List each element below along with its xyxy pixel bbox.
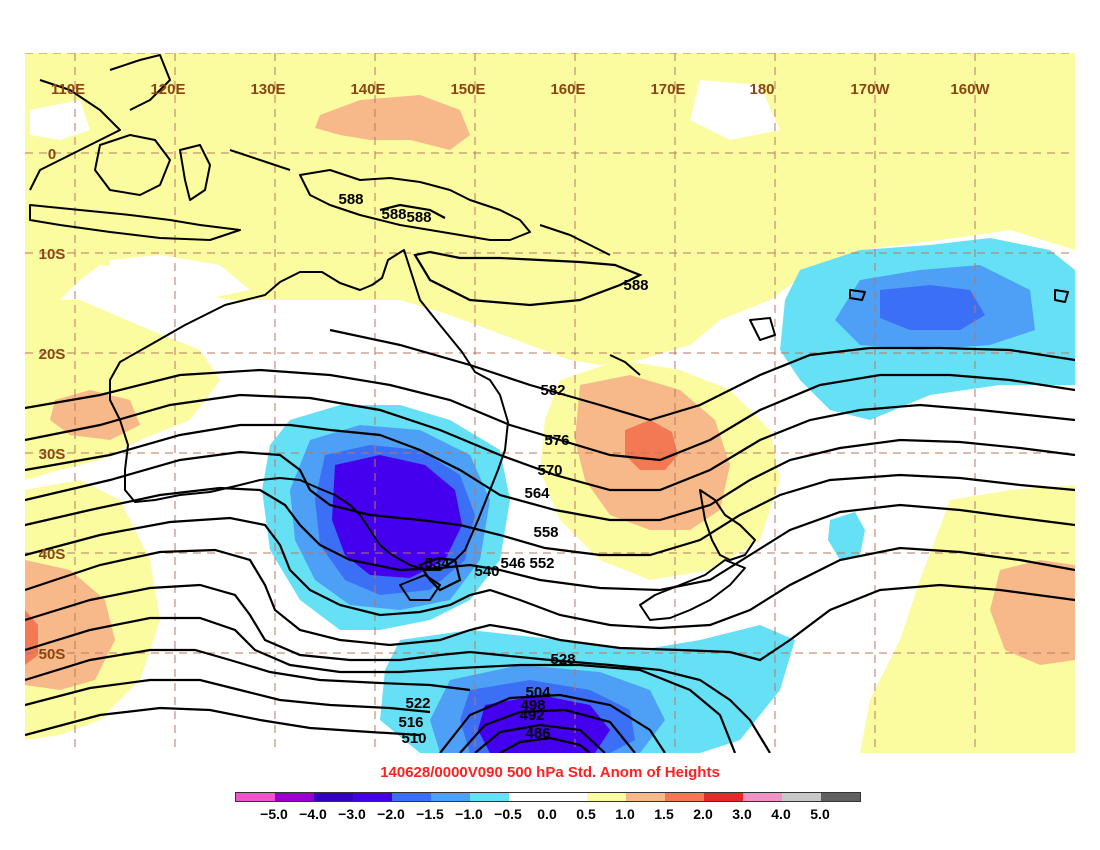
colorbar-label: 2.0 xyxy=(693,806,713,822)
contour-552 xyxy=(25,486,1075,592)
colorbar-label: 4.0 xyxy=(771,806,791,822)
contour-label: 570 xyxy=(537,462,562,479)
contour-522 xyxy=(25,648,471,692)
contour-510 xyxy=(25,706,421,737)
lon-label: 180 xyxy=(749,81,774,98)
contour-label: 582 xyxy=(540,382,565,399)
contour-label: 576 xyxy=(544,432,569,449)
contour-516 xyxy=(25,678,431,714)
colorbar-swatch xyxy=(743,793,782,801)
colorbar-swatch xyxy=(587,793,626,801)
contour-label: 498 xyxy=(520,697,545,714)
colorbar xyxy=(235,792,861,802)
contour-label: 588 xyxy=(381,206,406,223)
contour-label: 552 xyxy=(529,555,554,572)
lon-label: 170E xyxy=(650,81,685,98)
map-title: 140628/0000V090 500 hPa Std. Anom of Hei… xyxy=(380,764,720,781)
contour-label: 588 xyxy=(406,209,431,226)
lat-label: 30S xyxy=(39,446,66,463)
lon-label: 160W xyxy=(950,81,990,98)
contour-label: 564 xyxy=(524,485,550,502)
contour-label: 588 xyxy=(623,277,648,294)
australia-coastline xyxy=(109,249,509,571)
strong-positive-anomaly-shading xyxy=(25,95,1075,690)
contour-label: 486 xyxy=(525,725,550,742)
colorbar-label: 1.0 xyxy=(615,806,635,822)
colorbar-swatch xyxy=(509,793,548,801)
contour-582 xyxy=(329,328,1075,422)
height-contours xyxy=(25,203,1075,753)
colorbar-swatch xyxy=(431,793,470,801)
contour-504 xyxy=(439,693,666,753)
lat-label: 40S xyxy=(39,546,66,563)
contour-486 xyxy=(499,736,591,753)
contour-label: 588 xyxy=(338,191,363,208)
contour-576 xyxy=(25,368,1075,462)
lat-label: 0 xyxy=(48,146,56,163)
contour-540 xyxy=(25,548,1075,662)
contour-564 xyxy=(25,423,1075,522)
colorbar-label: 0.5 xyxy=(576,806,596,822)
colorbar-swatch xyxy=(470,793,509,801)
colorbar-label: −0.5 xyxy=(494,806,522,822)
colorbar-swatch xyxy=(626,793,665,801)
colorbar-label: −2.0 xyxy=(377,806,405,822)
colorbar-label: −1.0 xyxy=(455,806,483,822)
contour-label: 504 xyxy=(525,684,551,701)
contour-492 xyxy=(474,723,606,753)
colorbar-swatch xyxy=(548,793,587,801)
contour-label: 546 xyxy=(500,555,525,572)
contour-588-a xyxy=(413,250,643,307)
contour-528 xyxy=(25,616,737,753)
lon-label: 130E xyxy=(250,81,285,98)
lon-label: 120E xyxy=(150,81,185,98)
colorbar-label: 3.0 xyxy=(732,806,752,822)
lon-label: 160E xyxy=(550,81,585,98)
lat-label: 20S xyxy=(39,346,66,363)
colorbar-label: −1.5 xyxy=(416,806,444,822)
colorbar-swatch xyxy=(821,793,860,801)
lon-label: 140E xyxy=(350,81,385,98)
contour-label: 510 xyxy=(401,730,426,747)
colorbar-swatch xyxy=(782,793,821,801)
colorbar-swatch xyxy=(275,793,314,801)
contour-588-b xyxy=(379,203,446,219)
contour-558 xyxy=(25,450,1075,557)
contour-498 xyxy=(459,708,636,753)
latitude-labels: 0 10S 20S 30S 40S 50S xyxy=(39,146,66,663)
lon-label: 110E xyxy=(51,81,85,98)
colorbar-label: −5.0 xyxy=(260,806,288,822)
contour-label: 522 xyxy=(405,695,430,712)
colorbar-swatch xyxy=(392,793,431,801)
colorbar-swatch xyxy=(353,793,392,801)
colorbar-swatch xyxy=(665,793,704,801)
contour-546 xyxy=(25,516,1075,630)
colorbar-label: 0.0 xyxy=(537,806,557,822)
contour-534-b xyxy=(25,583,771,753)
colorbar-label: −3.0 xyxy=(338,806,366,822)
contour-labels: 588 588 588 588 582 576 570 564 558 552 … xyxy=(338,191,648,747)
contour-570 xyxy=(25,393,1075,492)
colorbar-label: 1.5 xyxy=(654,806,674,822)
colorbar-labels: −5.0 −4.0 −3.0 −2.0 −1.5 −1.0 −0.5 0.0 0.5 1.0 1.5… xyxy=(235,806,867,826)
contour-label: 534 xyxy=(424,555,450,572)
contour-534 xyxy=(418,556,462,592)
contour-label: 492 xyxy=(519,707,544,724)
lat-label: 10S xyxy=(39,246,66,263)
lat-label: 50S xyxy=(39,646,66,663)
contour-label: 528 xyxy=(550,651,575,668)
colorbar-swatch xyxy=(704,793,743,801)
colorbar-label: 5.0 xyxy=(810,806,830,822)
contour-label: 558 xyxy=(533,524,558,541)
colorbar-swatch xyxy=(314,793,353,801)
lon-label: 150E xyxy=(450,81,485,98)
contour-label: 516 xyxy=(398,714,423,731)
contour-label: 540 xyxy=(474,563,499,580)
negative-anomaly-shading xyxy=(262,238,1075,753)
longitude-labels: 110E 120E 130E 140E 150E 160E 170E 180 1… xyxy=(51,81,991,98)
colorbar-swatch xyxy=(236,793,275,801)
colorbar-label: −4.0 xyxy=(299,806,327,822)
lon-label: 170W xyxy=(850,81,890,98)
